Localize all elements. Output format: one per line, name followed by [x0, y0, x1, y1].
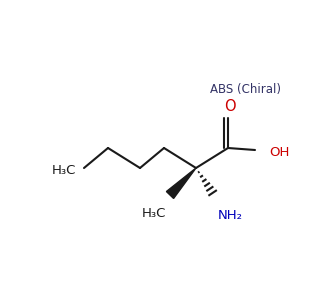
Text: H₃C: H₃C — [52, 164, 76, 177]
Text: ABS (Chiral): ABS (Chiral) — [210, 84, 281, 96]
Text: OH: OH — [269, 146, 289, 158]
Polygon shape — [166, 168, 196, 198]
Text: H₃C: H₃C — [142, 207, 166, 220]
Text: O: O — [224, 99, 236, 114]
Text: NH₂: NH₂ — [218, 209, 243, 222]
